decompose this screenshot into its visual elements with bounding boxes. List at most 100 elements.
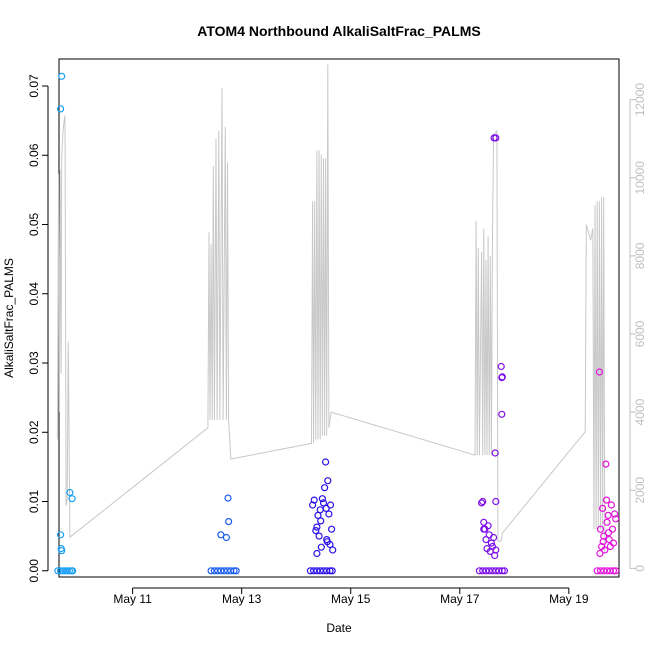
- data-point-1-0: [217, 531, 225, 539]
- data-point-1-7: [217, 567, 225, 575]
- data-point-2-5: [315, 532, 323, 540]
- y-tick-label-0: 0.00: [27, 559, 41, 583]
- data-point-0-5: [66, 488, 74, 497]
- data-point-4-25: [609, 567, 618, 575]
- data-point-4-15: [610, 510, 619, 518]
- altitude-line: [56, 64, 606, 553]
- data-point-2-6: [316, 506, 324, 514]
- right-tick-label-4: 8000: [633, 242, 647, 269]
- data-point-1-3: [225, 517, 233, 526]
- data-point-3-0: [478, 499, 486, 507]
- y-axis-label: AlkaliSaltFrac_PALMS: [2, 258, 16, 378]
- data-point-0-12: [65, 567, 74, 575]
- right-tick-label-2: 4000: [633, 398, 647, 425]
- data-point-3-2: [480, 518, 488, 526]
- data-point-0-1: [58, 72, 66, 80]
- data-point-3-11: [490, 533, 498, 542]
- data-point-2-15: [325, 510, 333, 518]
- data-point-3-17: [491, 449, 499, 457]
- x-tick-label-3: May 17: [440, 592, 480, 606]
- data-point-0-7: [54, 567, 62, 575]
- data-point-1-10: [227, 567, 235, 575]
- data-point-1-2: [224, 494, 232, 502]
- data-point-4-26: [612, 567, 620, 575]
- data-point-2-17: [326, 501, 335, 509]
- right-tick-label-6: 12000: [633, 83, 647, 117]
- data-point-2-19: [329, 546, 337, 554]
- data-point-2-22: [323, 538, 331, 546]
- data-point-0-2: [56, 531, 65, 539]
- altitude-track-layer: [56, 64, 606, 553]
- data-point-4-0: [595, 368, 604, 376]
- chart-title: ATOM4 Northbound AlkaliSaltFrac_PALMS: [197, 23, 480, 39]
- y-tick-label-5: 0.05: [27, 212, 41, 236]
- data-point-2-1: [310, 496, 318, 504]
- x-tick-label-4: May 19: [549, 592, 589, 606]
- axes-layer: 0.00 0.01 0.02 0.03 0.04 0.05 0.06 0.07 May 11 Ma…: [27, 74, 647, 606]
- data-point-2-2: [312, 526, 320, 535]
- data-point-0-4: [58, 547, 66, 555]
- right-tick-label-1: 2000: [633, 477, 647, 504]
- right-tick-label-0: 0: [633, 565, 647, 572]
- data-point-3-4: [482, 535, 490, 544]
- y-tick-label-2: 0.02: [27, 420, 41, 444]
- data-point-3-14: [480, 525, 488, 533]
- data-point-2-8: [318, 495, 326, 503]
- data-point-1-11: [230, 567, 238, 575]
- data-point-4-16: [612, 515, 620, 523]
- x-tick-label-2: May 15: [331, 592, 371, 606]
- data-point-2-30: [328, 567, 336, 575]
- data-point-4-18: [599, 538, 607, 546]
- data-point-3-23: [475, 567, 483, 575]
- data-point-1-8: [220, 567, 228, 575]
- data-point-4-17: [596, 549, 604, 558]
- data-point-4-13: [608, 525, 617, 533]
- data-point-2-3: [313, 523, 321, 531]
- data-point-2-11: [322, 458, 330, 466]
- data-point-3-21: [498, 373, 506, 381]
- x-axis-label: Date: [326, 621, 352, 635]
- data-point-4-8: [603, 518, 611, 526]
- data-point-0-14: [68, 567, 77, 575]
- data-point-4-7: [602, 496, 611, 504]
- data-point-3-31: [500, 567, 509, 575]
- data-point-2-10: [321, 484, 329, 492]
- y-tick-label-1: 0.01: [27, 489, 41, 513]
- data-point-3-18: [492, 497, 500, 506]
- data-point-3-16: [492, 134, 500, 142]
- data-point-2-9: [319, 499, 328, 507]
- data-point-2-29: [326, 567, 334, 575]
- y-tick-label-4: 0.04: [27, 282, 41, 306]
- data-point-0-6: [68, 495, 76, 503]
- y-tick-label-7: 0.07: [27, 74, 41, 98]
- data-point-3-19: [497, 362, 505, 371]
- data-point-3-13: [492, 546, 500, 554]
- data-point-2-12: [322, 504, 330, 512]
- x-tick-label-1: May 13: [222, 592, 262, 606]
- data-point-2-24: [310, 567, 318, 575]
- points-layer: [54, 72, 620, 575]
- data-point-3-6: [484, 522, 492, 530]
- data-point-2-7: [317, 543, 325, 551]
- data-point-2-18: [328, 525, 336, 533]
- data-point-1-12: [232, 567, 240, 575]
- data-point-2-14: [324, 477, 332, 485]
- data-point-4-12: [607, 501, 616, 509]
- data-point-4-3: [598, 504, 607, 512]
- data-point-2-21: [317, 517, 325, 525]
- data-point-4-14: [609, 539, 618, 547]
- plot-frame: [58, 58, 620, 578]
- data-point-4-1: [596, 525, 605, 533]
- data-point-0-0: [56, 105, 65, 113]
- data-point-3-1: [479, 497, 487, 506]
- y-tick-label-6: 0.06: [27, 143, 41, 167]
- data-point-4-10: [605, 535, 613, 544]
- x-tick-label-0: May 11: [113, 592, 152, 606]
- right-tick-label-5: 10000: [633, 161, 647, 195]
- data-point-4-9: [604, 511, 612, 520]
- data-point-2-20: [313, 549, 321, 558]
- data-point-3-22: [498, 410, 506, 418]
- data-point-4-19: [604, 529, 613, 537]
- data-point-1-1: [222, 533, 230, 542]
